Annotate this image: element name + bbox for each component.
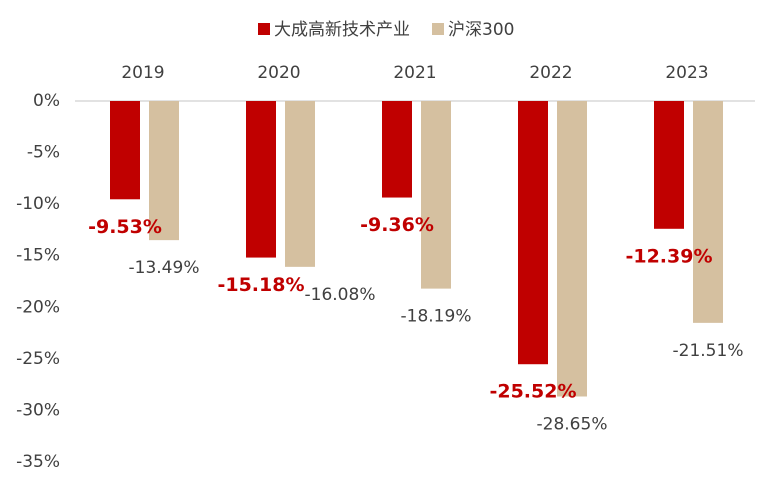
bar: [693, 101, 723, 323]
y-tick-label: -15%: [16, 246, 60, 266]
x-tick-label: 2020: [257, 63, 300, 83]
bar: [654, 101, 684, 229]
x-tick-label: 2023: [665, 63, 708, 83]
legend-swatch: [432, 23, 444, 35]
bar: [110, 101, 140, 200]
value-label: -28.65%: [537, 415, 608, 435]
y-tick-label: 0%: [33, 91, 60, 111]
bar: [382, 101, 412, 198]
value-label: -16.08%: [305, 285, 376, 305]
bar: [557, 101, 587, 397]
value-label: -9.53%: [88, 216, 162, 238]
y-tick-label: -25%: [16, 349, 60, 369]
y-tick-label: -5%: [27, 143, 60, 163]
value-label: -25.52%: [489, 381, 576, 403]
legend-label: 沪深300: [448, 20, 514, 40]
x-tick-label: 2021: [393, 63, 436, 83]
legend-swatch: [258, 23, 270, 35]
value-label: -13.49%: [129, 258, 200, 278]
value-label: -21.51%: [673, 341, 744, 361]
y-tick-label: -30%: [16, 400, 60, 420]
y-tick-label: -35%: [16, 452, 60, 472]
value-label: -15.18%: [217, 274, 304, 296]
y-tick-label: -20%: [16, 297, 60, 317]
bar: [421, 101, 451, 289]
legend-label: 大成高新技术产业: [274, 20, 410, 40]
x-tick-label: 2022: [529, 63, 572, 83]
bar: [246, 101, 276, 258]
value-label: -18.19%: [401, 307, 472, 327]
value-label: -9.36%: [360, 214, 434, 236]
bar: [149, 101, 179, 241]
bar: [285, 101, 315, 267]
value-label: -12.39%: [625, 245, 712, 267]
bar: [518, 101, 548, 365]
x-tick-label: 2019: [121, 63, 164, 83]
y-tick-label: -10%: [16, 194, 60, 214]
